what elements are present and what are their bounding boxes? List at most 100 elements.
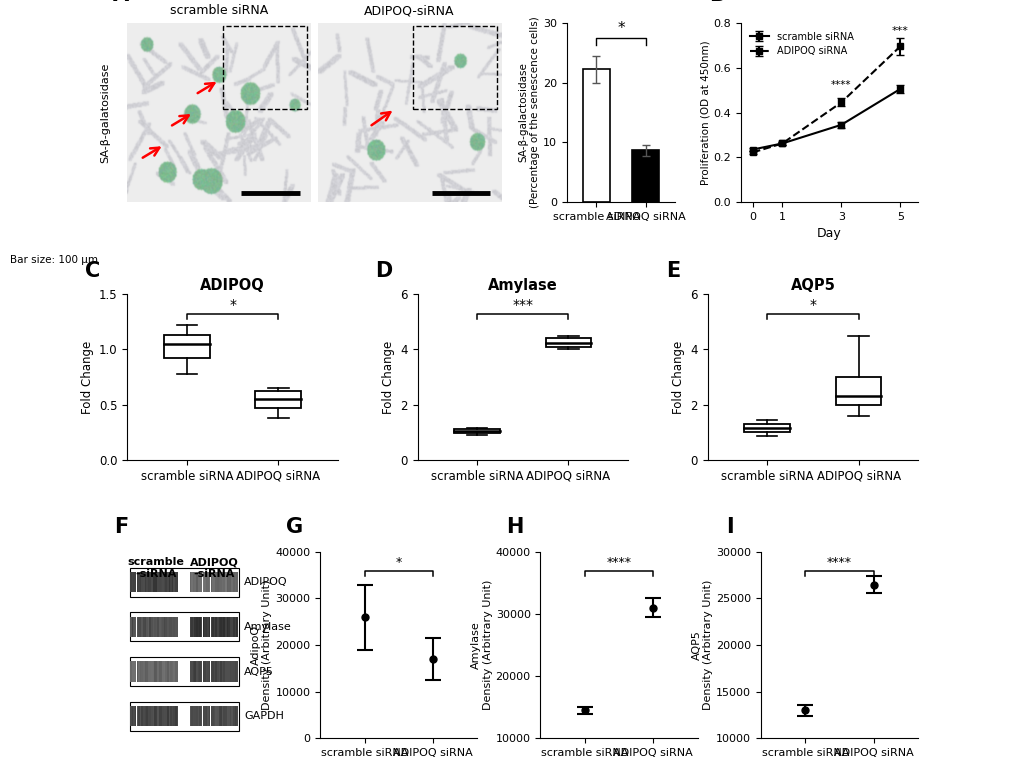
Bar: [165, 706, 167, 727]
Bar: [149, 572, 151, 592]
Text: ***: ***: [512, 298, 533, 313]
Bar: [145, 572, 146, 592]
Bar: [199, 572, 201, 592]
Bar: [413, 27, 497, 109]
Bar: [148, 661, 149, 682]
Bar: [137, 661, 138, 682]
Bar: [153, 616, 154, 637]
Bar: [143, 572, 145, 592]
Bar: [236, 616, 237, 637]
Text: ****: ****: [830, 80, 851, 90]
Bar: [131, 616, 133, 637]
Bar: [142, 572, 143, 592]
Bar: [225, 616, 226, 637]
Bar: [209, 706, 210, 727]
Bar: [190, 706, 191, 727]
Text: D: D: [375, 261, 392, 281]
Text: B: B: [708, 0, 725, 5]
Text: F: F: [114, 517, 128, 537]
Bar: [167, 572, 168, 592]
Bar: [229, 572, 231, 592]
Y-axis label: Fold Change: Fold Change: [381, 340, 394, 414]
Bar: [236, 572, 237, 592]
Title: ADIPOQ: ADIPOQ: [200, 278, 265, 293]
Bar: [204, 706, 206, 727]
Bar: [149, 616, 151, 637]
Text: ****: ****: [826, 556, 851, 568]
Bar: [168, 572, 170, 592]
Y-axis label: Proliferation (OD at 450nm): Proliferation (OD at 450nm): [700, 40, 710, 185]
Bar: [170, 706, 171, 727]
Bar: [221, 572, 223, 592]
Bar: [148, 616, 149, 637]
Bar: [170, 616, 171, 637]
Text: G: G: [285, 517, 303, 537]
Bar: [195, 661, 196, 682]
Bar: [218, 616, 220, 637]
Bar: [453, 429, 499, 433]
Bar: [203, 572, 204, 592]
Text: GAPDH: GAPDH: [244, 712, 283, 721]
Text: I: I: [726, 517, 733, 537]
Bar: [160, 616, 162, 637]
Bar: [146, 572, 148, 592]
Bar: [137, 572, 138, 592]
Bar: [172, 706, 173, 727]
Bar: [232, 616, 234, 637]
Bar: [193, 616, 195, 637]
Bar: [193, 572, 195, 592]
Bar: [217, 661, 218, 682]
Bar: [229, 706, 231, 727]
Bar: [204, 616, 206, 637]
Text: H: H: [505, 517, 523, 537]
Bar: [212, 572, 214, 592]
Bar: [217, 616, 218, 637]
Bar: [156, 616, 157, 637]
Bar: [133, 616, 135, 637]
Bar: [835, 377, 880, 405]
Text: ADIPOQ: ADIPOQ: [244, 577, 287, 587]
Bar: [228, 706, 229, 727]
Bar: [228, 661, 229, 682]
Bar: [130, 568, 238, 597]
Bar: [148, 572, 149, 592]
Y-axis label: Fold Change: Fold Change: [81, 340, 94, 414]
Bar: [154, 616, 156, 637]
Bar: [231, 572, 232, 592]
Y-axis label: Amylase
Density (Arbitrary Unit): Amylase Density (Arbitrary Unit): [471, 580, 492, 710]
Bar: [214, 706, 215, 727]
Bar: [164, 706, 165, 727]
Bar: [164, 661, 165, 682]
Bar: [142, 616, 143, 637]
Bar: [198, 572, 199, 592]
Bar: [201, 706, 202, 727]
Bar: [131, 572, 133, 592]
Bar: [149, 661, 151, 682]
Bar: [226, 661, 228, 682]
Bar: [165, 572, 167, 592]
Bar: [148, 706, 149, 727]
Bar: [231, 616, 232, 637]
Bar: [135, 706, 137, 727]
Bar: [228, 572, 229, 592]
Bar: [130, 572, 131, 592]
Bar: [217, 572, 218, 592]
Bar: [159, 572, 160, 592]
Bar: [157, 572, 159, 592]
Bar: [209, 616, 210, 637]
Text: E: E: [665, 261, 680, 281]
Bar: [196, 616, 198, 637]
Bar: [137, 706, 138, 727]
Bar: [157, 661, 159, 682]
Bar: [207, 706, 209, 727]
Bar: [164, 335, 210, 358]
Bar: [192, 616, 193, 637]
Bar: [223, 572, 225, 592]
Bar: [133, 661, 135, 682]
Bar: [199, 661, 201, 682]
Bar: [140, 706, 142, 727]
Bar: [215, 706, 217, 727]
Bar: [156, 706, 157, 727]
Text: Amylase: Amylase: [244, 622, 291, 632]
Bar: [214, 572, 215, 592]
